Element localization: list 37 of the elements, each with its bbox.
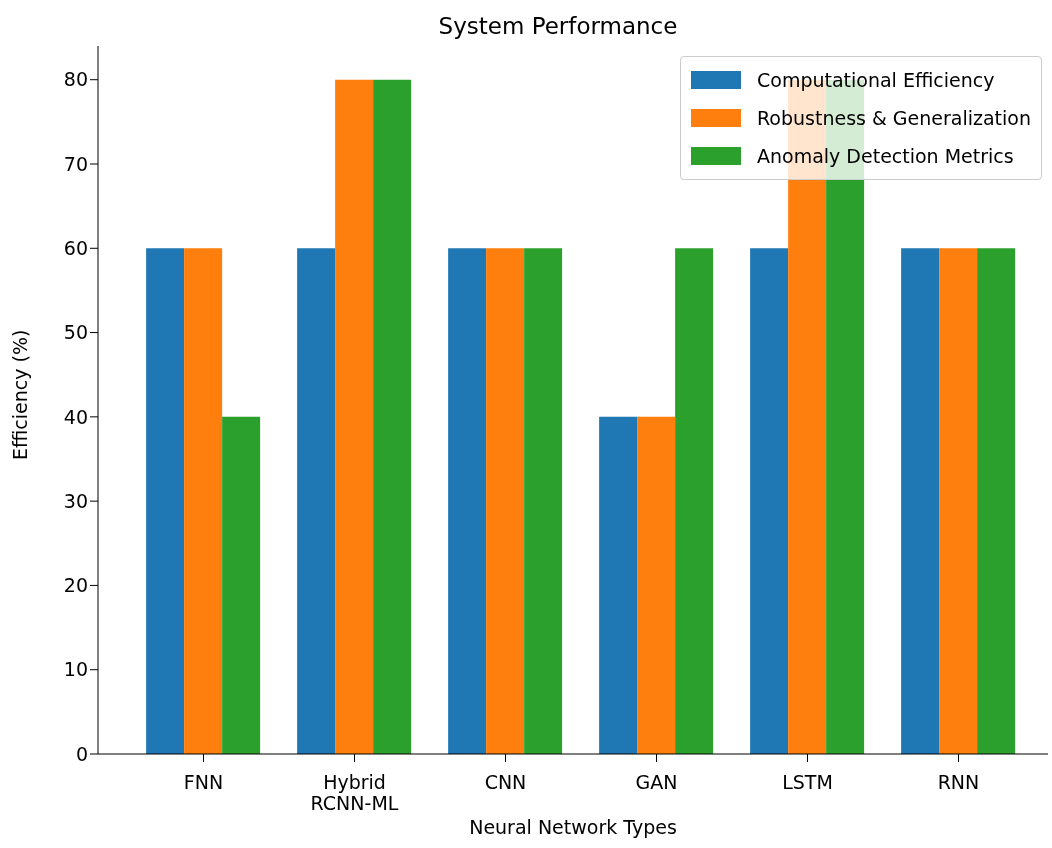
- y-tick-label: 80: [63, 68, 88, 91]
- bar: [901, 248, 940, 754]
- y-tick-label: 70: [63, 152, 88, 175]
- bar: [977, 248, 1016, 754]
- bar: [184, 248, 223, 754]
- bar: [335, 79, 374, 754]
- bar: [146, 248, 185, 754]
- bar: [637, 416, 676, 754]
- x-axis-title: Neural Network Types: [469, 816, 677, 838]
- y-tick-label: 0: [75, 742, 88, 765]
- y-tick-label: 60: [63, 237, 88, 260]
- bar: [297, 248, 336, 754]
- x-tick-label: FNN: [183, 771, 224, 794]
- x-tick-label: GAN: [635, 771, 678, 794]
- y-tick-label: 50: [63, 321, 88, 344]
- y-tick-label: 10: [63, 658, 88, 681]
- x-tick-label: LSTM: [782, 771, 833, 794]
- bar: [599, 416, 638, 754]
- legend-label: Anomaly Detection Metrics: [756, 145, 1014, 167]
- bar: [448, 248, 487, 754]
- bar: [486, 248, 525, 754]
- x-tick-label: RNN: [937, 771, 980, 794]
- bar: [222, 416, 261, 754]
- legend-label: Robustness & Generalization: [756, 107, 1031, 129]
- legend-label: Computational Efficiency: [756, 69, 995, 91]
- chart-title: System Performance: [437, 12, 679, 41]
- bar: [939, 248, 978, 754]
- y-tick-label: 20: [63, 574, 88, 597]
- y-tick-label: 40: [63, 405, 88, 428]
- x-tick-label: Hybrid RCNN-ML: [310, 771, 399, 814]
- x-tick-label: CNN: [484, 771, 527, 794]
- bar: [675, 248, 714, 754]
- y-tick-label: 30: [63, 489, 88, 512]
- bar: [750, 248, 789, 754]
- bar: [373, 79, 412, 754]
- y-axis-title: Efficiency (%): [8, 329, 31, 460]
- bar: [524, 248, 563, 754]
